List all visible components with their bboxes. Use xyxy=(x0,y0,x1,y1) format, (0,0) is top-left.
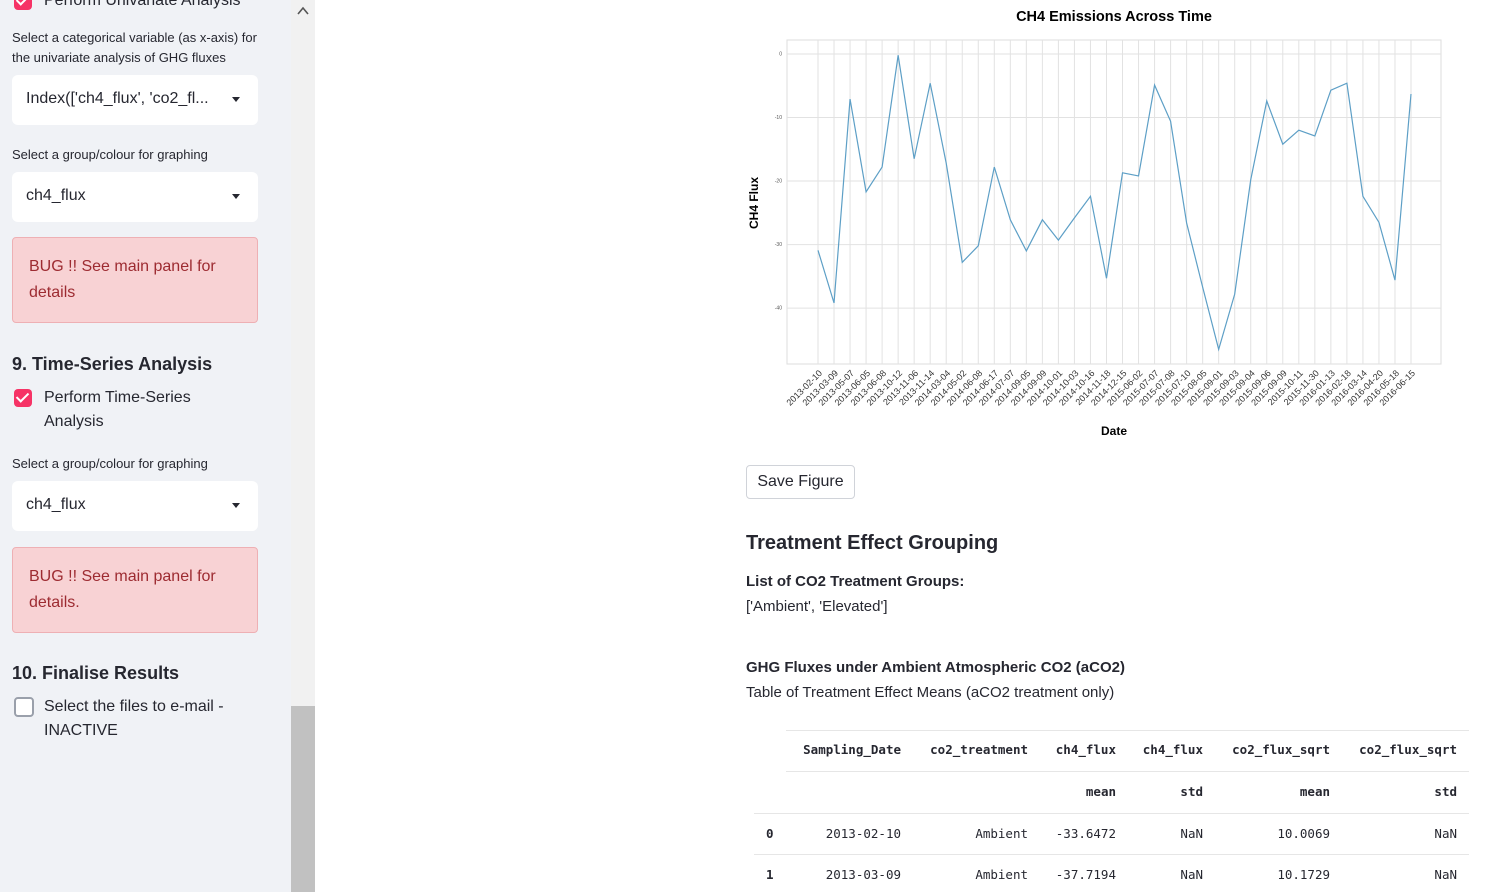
error-box: BUG !! See main panel for details. xyxy=(12,547,258,633)
caret xyxy=(232,194,240,203)
x-axis-label: Date xyxy=(1101,424,1127,438)
y-tick-label: -10 xyxy=(775,115,782,121)
select[interactable]: ch4_flux xyxy=(12,172,258,222)
cell: 2013-03-09 xyxy=(825,867,901,882)
column-header: co2_flux_sqrt xyxy=(1232,742,1330,757)
cell: NaN xyxy=(1180,867,1203,882)
select-value: Index(['ch4_flux', 'co2_fl... xyxy=(26,90,209,107)
cell: NaN xyxy=(1434,826,1457,841)
cell: Ambient xyxy=(975,867,1028,882)
cell: NaN xyxy=(1434,867,1457,882)
checkbox-label[interactable]: Select the files to e-mail - INACTIVE xyxy=(44,698,224,739)
row-border xyxy=(754,854,1469,855)
column-header: ch4_flux xyxy=(1055,742,1116,757)
select-label: Select a categorical variable (as x-axis… xyxy=(12,30,257,65)
checkbox-label[interactable]: Perform Univariate Analysis xyxy=(44,0,241,9)
subheading: GHG Fluxes under Ambient Atmospheric CO2… xyxy=(746,659,1125,676)
scroll-up[interactable] xyxy=(291,0,315,20)
chart-title: CH4 Emissions Across Time xyxy=(1016,9,1212,25)
row-index: 1 xyxy=(766,867,774,882)
select-value: ch4_flux xyxy=(26,496,86,513)
cell: -37.7194 xyxy=(1055,867,1116,882)
sidebar: Perform Univariate Analysis Select a cat… xyxy=(0,0,291,892)
column-stat: mean xyxy=(1299,784,1330,799)
select[interactable]: Index(['ch4_flux', 'co2_fl... xyxy=(12,75,258,125)
scroll-thumb[interactable] xyxy=(291,706,315,892)
y-tick-label: 0 xyxy=(779,51,782,57)
checkbox[interactable] xyxy=(14,389,32,407)
heading: Treatment Effect Grouping xyxy=(746,532,999,554)
y-tick-label: -20 xyxy=(775,178,782,184)
cell: 10.1729 xyxy=(1277,867,1330,882)
cell: -33.6472 xyxy=(1055,826,1116,841)
row-index: 0 xyxy=(766,826,774,841)
cell: 2013-02-10 xyxy=(825,826,901,841)
cell: 10.0069 xyxy=(1277,826,1330,841)
caret xyxy=(232,97,240,106)
column-header: co2_treatment xyxy=(930,742,1028,757)
column-stat: std xyxy=(1434,784,1457,799)
y-tick-label: -30 xyxy=(775,242,782,248)
checkbox[interactable] xyxy=(14,0,32,10)
section-heading: 9. Time-Series Analysis xyxy=(12,354,213,374)
error-box: BUG !! See main panel for details xyxy=(12,237,258,323)
plot-area xyxy=(786,39,1442,365)
column-stat: std xyxy=(1180,784,1203,799)
column-header: Sampling_Date xyxy=(803,742,901,757)
column-header: ch4_flux xyxy=(1142,742,1203,757)
cell: NaN xyxy=(1180,826,1203,841)
y-tick-label: -40 xyxy=(775,305,782,311)
column-header: co2_flux_sqrt xyxy=(1359,742,1457,757)
section-heading: 10. Finalise Results xyxy=(12,663,180,683)
y-axis-label: CH4 Flux xyxy=(747,177,761,229)
chart: CH4 Emissions Across Time Date CH4 Flux … xyxy=(747,9,1442,438)
groups-label: List of CO2 Treatment Groups: xyxy=(746,573,965,590)
cell: Ambient xyxy=(975,826,1028,841)
table-border xyxy=(786,771,1469,772)
column-stat: mean xyxy=(1085,784,1116,799)
groups-value: ['Ambient', 'Elevated'] xyxy=(746,598,888,615)
select-label: Select a group/colour for graphing xyxy=(12,147,208,162)
select-label: Select a group/colour for graphing xyxy=(12,456,208,471)
checkbox[interactable] xyxy=(14,697,34,717)
caret xyxy=(232,503,240,512)
caption: Table of Treatment Effect Means (aCO2 tr… xyxy=(746,684,1115,701)
row-border xyxy=(754,813,1469,814)
select[interactable]: ch4_flux xyxy=(12,481,258,531)
error-text: BUG !! See main panel for details xyxy=(29,258,216,301)
error-text: BUG !! See main panel for details. xyxy=(29,568,216,611)
checkbox-label[interactable]: Perform Time-Series Analysis xyxy=(44,389,191,430)
scrollbar[interactable] xyxy=(291,0,315,892)
table-border xyxy=(786,730,1469,731)
select-value: ch4_flux xyxy=(26,187,86,204)
line xyxy=(817,55,1412,352)
save-button[interactable]: Save Figure xyxy=(746,465,855,499)
